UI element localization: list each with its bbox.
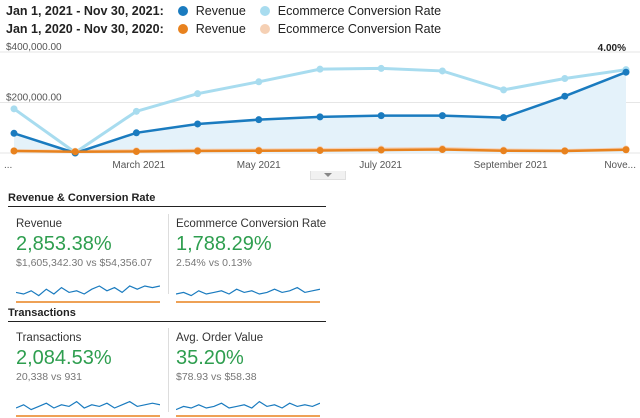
data-point bbox=[255, 147, 263, 155]
legend-label: Revenue bbox=[195, 4, 246, 18]
data-point bbox=[10, 147, 18, 155]
x-tick-label: July 2021 bbox=[359, 160, 402, 171]
y-left-tick-label: $200,000.00 bbox=[6, 93, 62, 104]
section-title-revenue-conversion: Revenue & Conversion Rate bbox=[8, 192, 326, 207]
legend-dot-icon bbox=[259, 24, 270, 34]
legend-item-conversion-2020[interactable]: Ecommerce Conversion Rate bbox=[259, 22, 442, 36]
scorecard-sparkline bbox=[176, 400, 320, 417]
sparkline-current bbox=[16, 285, 160, 297]
data-point bbox=[132, 129, 140, 137]
data-point bbox=[255, 78, 263, 86]
chevron-down-icon bbox=[324, 173, 332, 177]
scorecard-sparkline bbox=[16, 285, 160, 303]
card-divider bbox=[168, 214, 169, 294]
data-point bbox=[194, 90, 202, 98]
data-point bbox=[255, 116, 263, 124]
scorecard-revenue[interactable]: Revenue 2,853.38% $1,605,342.30 vs $54,3… bbox=[16, 218, 168, 304]
chart-expand-toggle[interactable] bbox=[310, 171, 346, 180]
main-line-chart[interactable]: $400,000.00$200,000.004.00%2.00%...March… bbox=[0, 40, 640, 180]
scorecard-label: Transactions bbox=[16, 332, 82, 344]
x-tick-label: March 2021 bbox=[112, 160, 165, 171]
y-right-tick-label: 4.00% bbox=[598, 43, 626, 54]
data-point bbox=[438, 112, 446, 120]
scorecard-value: 35.20% bbox=[176, 347, 244, 369]
sparkline-current bbox=[16, 400, 160, 411]
data-point bbox=[500, 147, 508, 155]
scorecard-sparkline bbox=[176, 286, 320, 303]
scorecard-comparison: 20,338 vs 931 bbox=[16, 371, 82, 383]
x-tick-label: May 2021 bbox=[237, 160, 281, 171]
series-area-0 bbox=[14, 72, 626, 153]
data-point bbox=[500, 86, 508, 94]
legend-item-revenue-2021[interactable]: Revenue bbox=[177, 4, 246, 18]
data-point bbox=[316, 146, 324, 154]
scorecard-value: 1,788.29% bbox=[176, 233, 272, 255]
data-point bbox=[561, 147, 569, 155]
data-point bbox=[132, 107, 140, 115]
card-divider bbox=[168, 328, 169, 412]
scorecard-label: Revenue bbox=[16, 218, 63, 230]
legend-row-2021: Jan 1, 2021 - Nov 30, 2021: Revenue Ecom… bbox=[6, 4, 455, 18]
scorecard-comparison: 2.54% vs 0.13% bbox=[176, 257, 252, 269]
legend-label: Revenue bbox=[195, 22, 246, 36]
legend-range-2021: Jan 1, 2021 - Nov 30, 2021: bbox=[6, 4, 164, 18]
data-point bbox=[316, 65, 324, 73]
data-point bbox=[500, 114, 508, 122]
section-title-transactions: Transactions bbox=[8, 307, 326, 322]
scorecard-value: 2,084.53% bbox=[16, 347, 112, 369]
scorecard-label: Avg. Order Value bbox=[176, 332, 264, 344]
data-point bbox=[377, 146, 385, 154]
scorecard-label: Ecommerce Conversion Rate bbox=[176, 218, 327, 230]
x-tick-label: September 2021 bbox=[474, 160, 548, 171]
data-point bbox=[438, 145, 446, 153]
legend-label: Ecommerce Conversion Rate bbox=[277, 22, 442, 36]
data-point bbox=[622, 146, 630, 154]
data-point bbox=[71, 148, 79, 156]
data-point bbox=[377, 112, 385, 120]
data-point bbox=[10, 105, 18, 113]
scorecard-avg-order-value[interactable]: Avg. Order Value 35.20% $78.93 vs $58.38 bbox=[176, 332, 328, 418]
data-point bbox=[316, 113, 324, 121]
data-point bbox=[438, 67, 446, 75]
sparkline-current bbox=[176, 400, 320, 411]
data-point bbox=[194, 120, 202, 128]
scorecard-comparison: $78.93 vs $58.38 bbox=[176, 371, 257, 383]
data-point bbox=[10, 129, 18, 137]
data-point bbox=[377, 64, 385, 72]
scorecard-comparison: $1,605,342.30 vs $54,356.07 bbox=[16, 257, 153, 269]
x-tick-label: ... bbox=[4, 160, 12, 171]
legend-item-revenue-2020[interactable]: Revenue bbox=[177, 22, 246, 36]
data-point bbox=[622, 68, 630, 76]
legend-row-2020: Jan 1, 2020 - Nov 30, 2020: Revenue Ecom… bbox=[6, 22, 455, 36]
data-point bbox=[561, 92, 569, 100]
sparkline-current bbox=[176, 286, 320, 297]
data-point bbox=[194, 147, 202, 155]
legend-label: Ecommerce Conversion Rate bbox=[277, 4, 442, 18]
scorecard-sparkline bbox=[16, 400, 160, 417]
y-left-tick-label: $400,000.00 bbox=[6, 42, 62, 53]
data-point bbox=[561, 75, 569, 83]
legend-dot-icon bbox=[259, 6, 270, 16]
x-tick-label: Nove... bbox=[604, 160, 636, 171]
scorecard-value: 2,853.38% bbox=[16, 233, 112, 255]
scorecard-ecommerce-conversion-rate[interactable]: Ecommerce Conversion Rate 1,788.29% 2.54… bbox=[176, 218, 328, 304]
legend-item-conversion-2021[interactable]: Ecommerce Conversion Rate bbox=[259, 4, 442, 18]
legend-dot-icon bbox=[177, 6, 188, 16]
scorecard-transactions[interactable]: Transactions 2,084.53% 20,338 vs 931 bbox=[16, 332, 168, 418]
legend-dot-icon bbox=[177, 24, 188, 34]
data-point bbox=[132, 147, 140, 155]
legend-range-2020: Jan 1, 2020 - Nov 30, 2020: bbox=[6, 22, 164, 36]
